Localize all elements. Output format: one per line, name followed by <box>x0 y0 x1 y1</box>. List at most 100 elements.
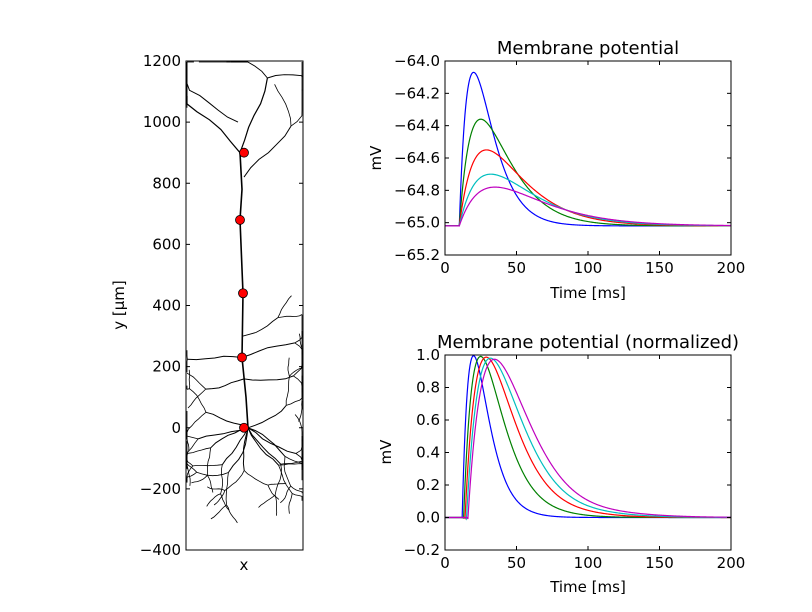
dendrite-branch <box>186 464 191 486</box>
dendrite-branch <box>287 357 290 377</box>
dendrite-branch <box>241 342 295 358</box>
dendrite-branch <box>293 354 303 377</box>
y-tick-label: −65.0 <box>394 214 440 232</box>
dendrite-branch <box>267 484 280 500</box>
dendrite-branch <box>189 388 207 413</box>
dendrite-branch <box>225 472 229 505</box>
dendrite-branch <box>196 471 229 477</box>
dendrite-branch <box>230 61 268 79</box>
dendrite-branch <box>186 429 199 440</box>
dendrite-branch <box>210 504 227 520</box>
y-tick-label: 1000 <box>143 113 181 131</box>
y-tick-label: 600 <box>152 235 181 253</box>
dendrite-branch <box>224 470 245 491</box>
recording-site-marker <box>238 288 248 299</box>
normalized-potential-panel: 0 50 100 150 200 1.0 0.8 0.6 0.4 0.2 0.0 −0.2 Membr… <box>377 332 745 596</box>
y-tick-label: 200 <box>152 358 181 376</box>
dendrite-branch <box>186 453 194 467</box>
y-tick-label: −0.2 <box>404 541 440 559</box>
dendrite-branch <box>186 96 241 154</box>
x-tick-label: 0 <box>440 554 450 572</box>
dendrite-branch <box>191 475 208 484</box>
normalized-xlabel: Time [ms] <box>549 578 626 596</box>
series-line <box>445 71 731 227</box>
membrane-potential-traces <box>445 71 732 227</box>
dendrite-branch <box>247 427 279 466</box>
dendrite-branch <box>285 376 290 406</box>
recording-site-marker <box>235 215 245 225</box>
dendrite-branch <box>290 485 303 494</box>
dendrite-branch <box>242 427 249 471</box>
dendrite-branch <box>188 369 191 389</box>
dendrite-branch <box>239 77 268 153</box>
x-tick-label: 150 <box>645 554 674 572</box>
neuron-morphology <box>186 61 303 524</box>
y-tick-label: 0 <box>171 419 181 437</box>
series-line <box>445 355 731 520</box>
dendrite-branch <box>243 470 269 486</box>
recording-site-marker <box>239 147 249 158</box>
morphology-y-ticks: 1200 1000 800 600 400 200 0 −200 −400 <box>140 52 303 559</box>
dendrite-branch <box>277 314 303 318</box>
dendrite-branch <box>283 456 292 487</box>
y-tick-label: 400 <box>152 297 181 315</box>
dendrite-branch <box>220 493 230 511</box>
dendrite-branch <box>206 493 221 507</box>
dendrite-branch <box>267 74 303 79</box>
series-line <box>445 357 731 521</box>
dendrite-branch <box>294 342 303 367</box>
morphology-panel: 1200 1000 800 600 400 200 0 −200 −400 x y [μm] <box>110 52 304 574</box>
dendrite-branch <box>298 333 303 355</box>
dendrite-branch <box>267 482 287 486</box>
dendrite-branch <box>226 504 238 524</box>
recording-sites <box>235 147 249 433</box>
dendrite-branch <box>205 378 245 390</box>
y-tick-label: −65.2 <box>394 246 440 264</box>
y-tick-label: 1.0 <box>416 346 440 364</box>
dendrite-branch <box>187 388 206 409</box>
dendrite-branch <box>243 125 292 178</box>
dendrite-branch <box>298 400 303 422</box>
normalized-axes-frame <box>444 354 732 551</box>
y-tick-label: 0.8 <box>416 379 440 397</box>
dendrite-branch <box>277 295 292 318</box>
x-tick-label: 50 <box>507 259 526 277</box>
dendrite-branch <box>186 411 207 433</box>
dendrite-branch <box>186 438 199 465</box>
dendrite-branch <box>274 464 282 496</box>
dendrite-branch <box>293 375 303 401</box>
dendrite-branch <box>294 414 303 436</box>
dendrite-branch <box>242 317 279 337</box>
dendrite-branch <box>286 392 303 406</box>
y-tick-label: −64.2 <box>394 84 440 102</box>
y-tick-label: 0.0 <box>416 509 440 527</box>
dendrite-branch <box>274 494 278 516</box>
y-tick-label: −64.6 <box>394 149 440 167</box>
y-tick-label: −400 <box>140 541 181 559</box>
dendrite-branch <box>274 84 292 127</box>
dendrite-branch <box>294 330 303 344</box>
normalized-ticks: 0 50 100 150 200 1.0 0.8 0.6 0.4 0.2 0.0 −0.2 <box>404 346 746 572</box>
x-tick-label: 200 <box>717 554 746 572</box>
series-line <box>445 173 731 227</box>
dendrite-branch <box>213 490 226 506</box>
series-line <box>445 356 731 520</box>
y-tick-label: 800 <box>152 174 181 192</box>
normalized-traces <box>445 355 731 521</box>
membrane-potential-panel: 0 50 100 150 200 −64.0 −64.2 −64.4 −64.6 −64.8 −65… <box>367 38 745 302</box>
x-tick-label: 200 <box>717 259 746 277</box>
dendrite-branch <box>290 89 303 127</box>
apical-trunk <box>239 152 249 428</box>
dendrite-branch <box>186 465 194 483</box>
dendrite-branch <box>186 447 211 455</box>
membrane-ticks: 0 50 100 150 200 −64.0 −64.2 −64.4 −64.6 −64.8 −65… <box>394 52 745 277</box>
series-line <box>445 358 731 520</box>
dendrite-branch <box>278 464 293 494</box>
x-tick-label: 150 <box>645 259 674 277</box>
series-line <box>445 118 731 227</box>
dendrite-branch <box>207 475 214 493</box>
y-tick-label: 1200 <box>143 52 181 70</box>
series-line <box>445 355 731 519</box>
dendrite-branch <box>284 456 303 464</box>
